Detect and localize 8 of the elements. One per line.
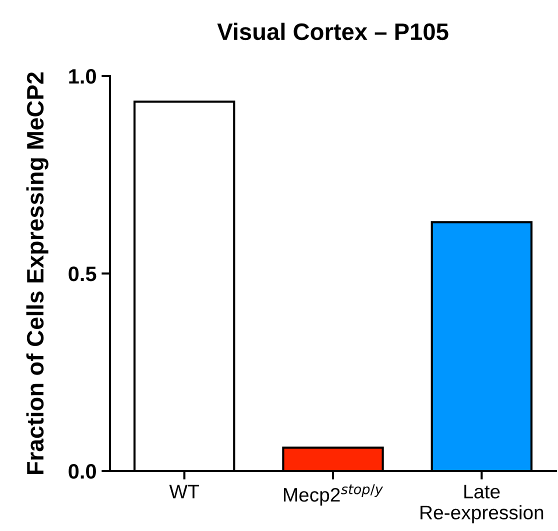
x-tick-label: Late Re-expression: [420, 484, 544, 524]
y-tick-label: 1.0: [69, 69, 96, 84]
y-tick-label: 0.5: [68, 266, 96, 282]
y-axis-title: Fraction of Cells Expressing MeCP2: [26, 72, 48, 474]
x-tick-label: Mecp2$^{stop/y}$: [284, 484, 384, 506]
chart-title: Visual Cortex – P105: [217, 22, 448, 40]
y-tick-label: 0.0: [68, 464, 96, 479]
x-tick-label: WT: [169, 484, 200, 498]
